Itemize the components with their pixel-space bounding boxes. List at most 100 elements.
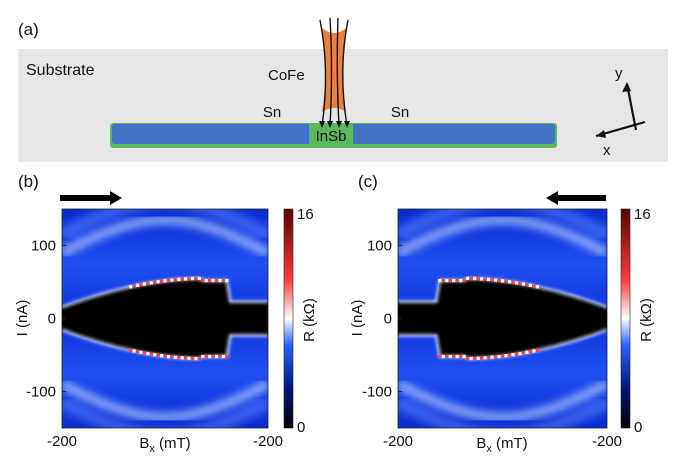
high-resistance-dot	[490, 278, 494, 282]
y-ticks: 100 0 -100	[362, 238, 402, 401]
superconducting-region	[62, 278, 268, 359]
y-axis-label: I (nA)	[349, 300, 366, 337]
high-resistance-dot	[221, 278, 225, 283]
x-axis-arrow	[596, 130, 606, 138]
x-tick-label: -200	[592, 433, 622, 450]
high-resistance-dot	[452, 278, 456, 283]
field-arrowheads	[319, 121, 350, 128]
panel-a-label: (a)	[18, 20, 39, 39]
x-axis-label-unit: (mT)	[492, 435, 528, 452]
high-resistance-dot	[225, 278, 229, 283]
superconducting-region	[398, 278, 607, 359]
sn-left-label: Sn	[263, 104, 281, 121]
y-tick-label: 0	[48, 311, 56, 328]
high-resistance-dot	[208, 354, 212, 359]
cofe-magnet	[322, 28, 346, 112]
x-tick-label: -200	[253, 433, 283, 450]
high-resistance-dot	[483, 277, 487, 281]
high-resistance-dot	[504, 354, 508, 358]
arrowhead	[319, 121, 325, 128]
high-resistance-dot	[528, 350, 532, 354]
high-resistance-dot	[149, 352, 153, 356]
high-resistance-dot	[497, 278, 501, 283]
high-resistance-dot	[476, 277, 480, 281]
high-resistance-dot	[452, 354, 456, 359]
high-resistance-dot	[132, 284, 136, 288]
high-resistance-dot	[473, 277, 477, 281]
high-resistance-dot	[187, 356, 191, 360]
high-resistance-dot	[177, 355, 181, 360]
y-ticks: 100 0 -100	[26, 238, 66, 401]
y-axis-line	[625, 83, 638, 131]
y-tick-label: 0	[384, 311, 392, 328]
high-resistance-dot	[462, 278, 466, 283]
x-axis-label-sub: x	[149, 443, 155, 455]
high-resistance-dot	[445, 354, 449, 359]
high-resistance-dot	[441, 278, 445, 283]
high-resistance-dot	[173, 355, 177, 359]
sweep-arrow-head	[110, 191, 122, 205]
lower-resistance-band	[398, 379, 607, 422]
high-resistance-dot	[180, 277, 184, 281]
x-axis-label-sub: x	[486, 443, 492, 455]
high-resistance-dot	[507, 280, 512, 284]
high-resistance-dot	[135, 350, 140, 354]
colorbar	[620, 208, 631, 429]
high-resistance-dot	[170, 278, 174, 282]
heatmap-b	[62, 209, 268, 428]
outer-upper-band	[62, 209, 268, 241]
cofe-label: CoFe	[268, 67, 305, 84]
x-tick-label: -200	[47, 433, 77, 450]
high-resistance-dot	[159, 354, 164, 358]
axis-x-label: x	[603, 142, 611, 159]
high-resistance-dot	[139, 350, 143, 354]
high-resistance-dot	[448, 354, 452, 359]
high-resistance-dot	[197, 356, 201, 361]
panel-c-label: (c)	[358, 172, 378, 191]
high-resistance-dot	[490, 355, 494, 359]
chart-panel-c: (c) 100 0 -100 -200 -200 Bx (mT) I (nA) 16…	[349, 172, 655, 455]
high-resistance-dot	[486, 355, 491, 360]
high-resistance-dot	[514, 281, 519, 285]
high-resistance-dot	[466, 356, 470, 361]
high-resistance-dot	[204, 278, 208, 283]
high-resistance-dot	[480, 277, 484, 281]
colorbar-min-label: 0	[634, 419, 642, 436]
high-resistance-dot	[184, 277, 188, 281]
y-tick-label: 100	[367, 238, 392, 255]
high-resistance-dot	[497, 354, 501, 359]
high-resistance-dot	[438, 278, 442, 283]
high-resistance-dot	[139, 283, 143, 287]
high-resistance-dot	[190, 356, 195, 360]
high-resistance-dot	[525, 350, 529, 354]
outer-lower-band	[62, 396, 268, 428]
x-axis-label-main: B	[139, 435, 149, 452]
high-resistance-dot	[129, 348, 133, 352]
high-resistance-dot	[218, 278, 222, 283]
high-resistance-dot	[441, 354, 445, 359]
high-resistance-dot	[194, 356, 198, 361]
high-resistance-dot	[163, 354, 167, 358]
high-resistance-dot	[469, 276, 473, 281]
high-resistance-dot	[535, 285, 539, 289]
high-resistance-dot	[156, 353, 160, 357]
high-resistance-dot	[500, 279, 505, 283]
high-resistance-dot	[221, 354, 225, 359]
sweep-arrow-left	[546, 191, 606, 205]
high-resistance-dot	[504, 279, 508, 283]
outer-upper-band	[398, 209, 607, 241]
heatmap-layers	[62, 209, 268, 428]
high-resistance-dot	[194, 276, 198, 281]
high-resistance-dot	[208, 278, 212, 283]
heatmap-c	[398, 209, 607, 428]
colorbar-min-label: 0	[297, 419, 305, 436]
axis-y-label: y	[615, 65, 623, 82]
high-resistance-dot	[153, 353, 157, 357]
colorbar-max-label: 16	[297, 206, 314, 223]
arrowhead	[327, 121, 333, 128]
high-resistance-dot	[532, 349, 536, 353]
outer-lower-band	[398, 396, 607, 428]
high-resistance-dot	[518, 351, 522, 356]
high-resistance-dot	[445, 278, 449, 283]
